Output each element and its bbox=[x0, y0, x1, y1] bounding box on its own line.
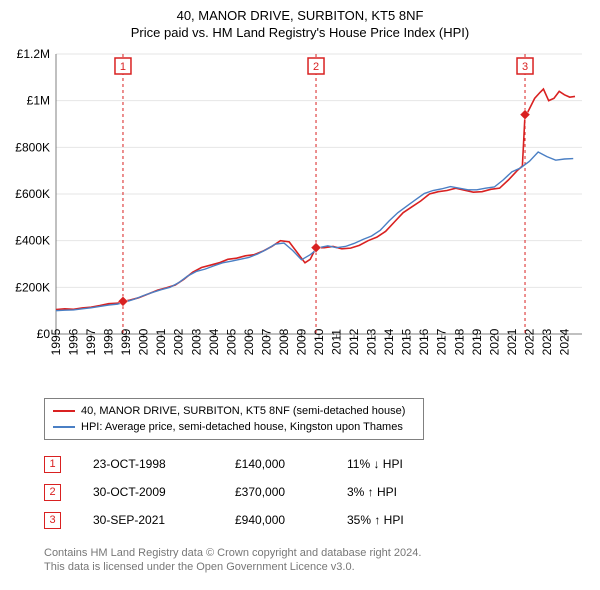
svg-text:2022: 2022 bbox=[522, 328, 536, 355]
sale-row: 3 30-SEP-2021 £940,000 35% ↑ HPI bbox=[44, 506, 590, 534]
svg-text:2001: 2001 bbox=[154, 328, 168, 355]
sale-hpi: 3% ↑ HPI bbox=[347, 485, 447, 499]
legend-swatch bbox=[53, 426, 75, 428]
svg-text:£1M: £1M bbox=[27, 94, 50, 108]
svg-text:2013: 2013 bbox=[365, 328, 379, 355]
svg-text:2007: 2007 bbox=[259, 328, 273, 355]
svg-text:2000: 2000 bbox=[137, 328, 151, 355]
svg-text:2008: 2008 bbox=[277, 328, 291, 355]
svg-text:£800K: £800K bbox=[15, 140, 50, 154]
svg-text:2002: 2002 bbox=[172, 328, 186, 355]
footer-attribution: Contains HM Land Registry data © Crown c… bbox=[44, 546, 590, 575]
sale-row: 2 30-OCT-2009 £370,000 3% ↑ HPI bbox=[44, 478, 590, 506]
svg-text:2014: 2014 bbox=[382, 328, 396, 355]
svg-text:2023: 2023 bbox=[540, 328, 554, 355]
svg-text:2005: 2005 bbox=[224, 328, 238, 355]
svg-text:2012: 2012 bbox=[347, 328, 361, 355]
svg-text:3: 3 bbox=[522, 61, 528, 73]
svg-text:2024: 2024 bbox=[557, 328, 571, 355]
footer-line-1: Contains HM Land Registry data © Crown c… bbox=[44, 546, 590, 560]
svg-text:2011: 2011 bbox=[330, 329, 344, 355]
legend-box: 40, MANOR DRIVE, SURBITON, KT5 8NF (semi… bbox=[44, 398, 424, 440]
svg-text:1: 1 bbox=[120, 61, 126, 73]
legend-row: 40, MANOR DRIVE, SURBITON, KT5 8NF (semi… bbox=[53, 403, 415, 419]
sale-hpi: 35% ↑ HPI bbox=[347, 513, 447, 527]
svg-text:2019: 2019 bbox=[470, 328, 484, 355]
legend-label: HPI: Average price, semi-detached house,… bbox=[81, 421, 403, 433]
sale-number-box: 3 bbox=[44, 512, 61, 529]
legend-label: 40, MANOR DRIVE, SURBITON, KT5 8NF (semi… bbox=[81, 405, 405, 417]
sale-price: £370,000 bbox=[235, 485, 315, 499]
svg-text:2015: 2015 bbox=[400, 328, 414, 355]
svg-text:2016: 2016 bbox=[417, 328, 431, 355]
svg-text:2006: 2006 bbox=[242, 328, 256, 355]
sale-price: £140,000 bbox=[235, 457, 315, 471]
sale-date: 30-OCT-2009 bbox=[93, 485, 203, 499]
svg-text:1998: 1998 bbox=[102, 328, 116, 355]
svg-text:2009: 2009 bbox=[294, 328, 308, 355]
sale-number-box: 1 bbox=[44, 456, 61, 473]
svg-text:2020: 2020 bbox=[487, 328, 501, 355]
sale-date: 30-SEP-2021 bbox=[93, 513, 203, 527]
sale-row: 1 23-OCT-1998 £140,000 11% ↓ HPI bbox=[44, 450, 590, 478]
svg-text:2017: 2017 bbox=[435, 328, 449, 355]
svg-text:1996: 1996 bbox=[67, 328, 81, 355]
svg-text:1997: 1997 bbox=[84, 328, 98, 355]
legend-row: HPI: Average price, semi-detached house,… bbox=[53, 419, 415, 435]
sales-table: 1 23-OCT-1998 £140,000 11% ↓ HPI 2 30-OCT-200… bbox=[44, 450, 590, 534]
svg-text:2004: 2004 bbox=[207, 328, 221, 355]
svg-text:2: 2 bbox=[313, 61, 319, 73]
svg-text:£400K: £400K bbox=[15, 234, 50, 248]
sale-hpi: 11% ↓ HPI bbox=[347, 457, 447, 471]
chart-title: 40, MANOR DRIVE, SURBITON, KT5 8NF bbox=[10, 8, 590, 23]
chart-svg: £0£200K£400K£600K£800K£1M£1.2M1995199619… bbox=[10, 46, 590, 392]
sale-price: £940,000 bbox=[235, 513, 315, 527]
sale-number-box: 2 bbox=[44, 484, 61, 501]
footer-line-2: This data is licensed under the Open Gov… bbox=[44, 560, 590, 574]
svg-text:£200K: £200K bbox=[15, 280, 50, 294]
svg-text:1999: 1999 bbox=[119, 328, 133, 355]
svg-text:2010: 2010 bbox=[312, 328, 326, 355]
chart-plot: £0£200K£400K£600K£800K£1M£1.2M1995199619… bbox=[10, 46, 590, 392]
svg-text:£600K: £600K bbox=[15, 187, 50, 201]
svg-text:2018: 2018 bbox=[452, 328, 466, 355]
svg-text:£1.2M: £1.2M bbox=[17, 47, 50, 61]
svg-text:1995: 1995 bbox=[49, 328, 63, 355]
svg-text:2021: 2021 bbox=[505, 328, 519, 355]
chart-container: 40, MANOR DRIVE, SURBITON, KT5 8NF Price… bbox=[0, 0, 600, 575]
svg-text:2003: 2003 bbox=[189, 328, 203, 355]
chart-subtitle: Price paid vs. HM Land Registry's House … bbox=[10, 25, 590, 40]
sale-date: 23-OCT-1998 bbox=[93, 457, 203, 471]
legend-swatch bbox=[53, 410, 75, 412]
